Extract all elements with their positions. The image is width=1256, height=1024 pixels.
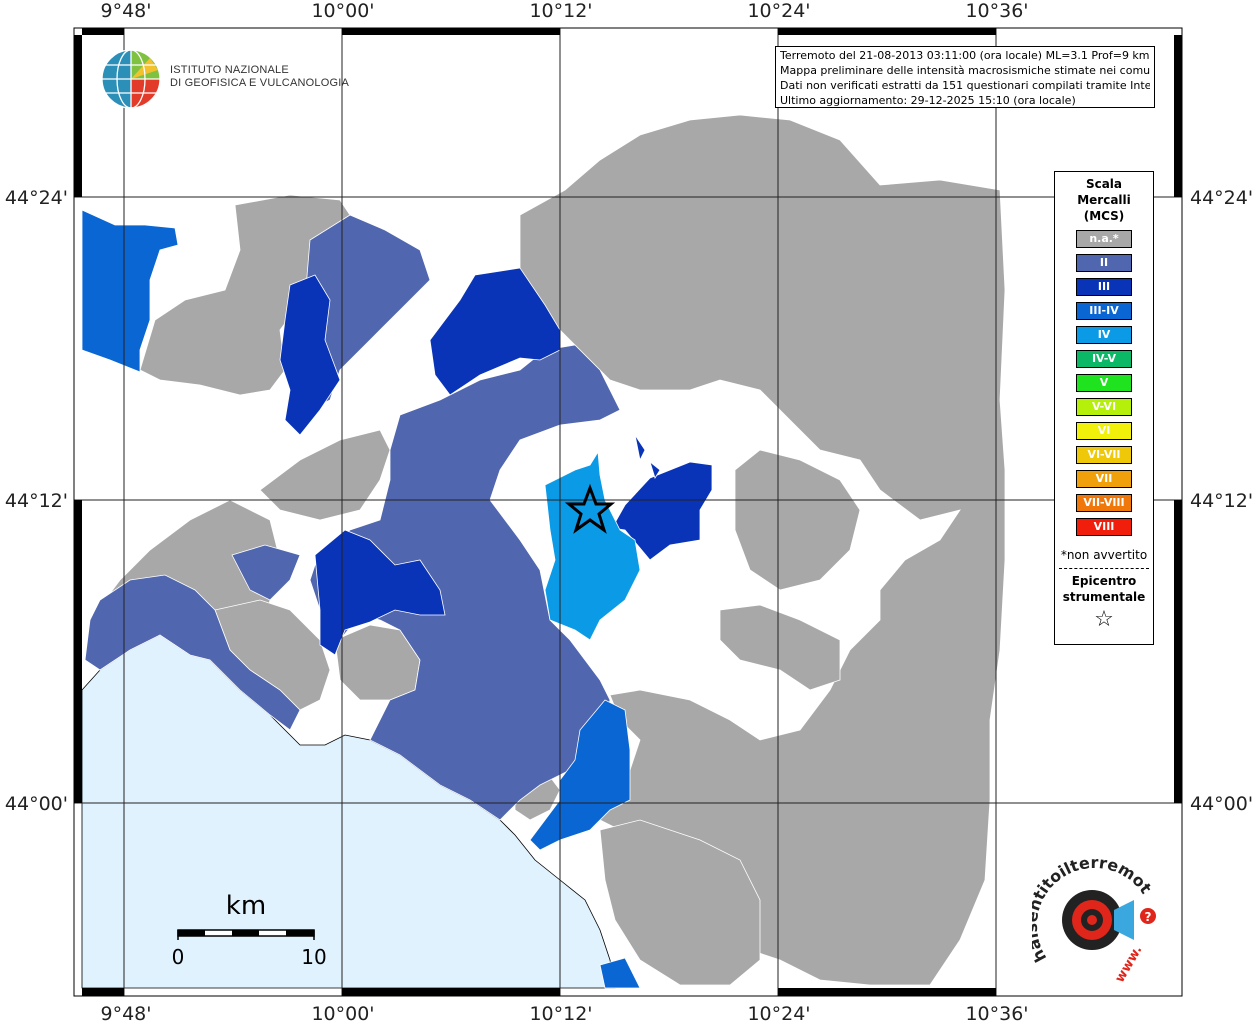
intensity-legend: Scala Mercalli (MCS) n.a.* II III III-IV IV I… <box>1054 171 1154 645</box>
legend-swatch: VIII <box>1076 518 1132 536</box>
tick-lon-bottom-4: 10°24' <box>747 1003 810 1024</box>
event-info-line4: Ultimo aggiornamento: 29-12-2025 15:10 (… <box>780 94 1076 107</box>
tick-lat-left-3: 44°00' <box>5 793 68 815</box>
graticule <box>74 28 1182 996</box>
region-iii-iv <box>81 209 641 989</box>
tick-lat-right-2: 44°12' <box>1190 490 1253 512</box>
legend-title-line3: (MCS) <box>1083 209 1125 223</box>
tick-lon-bottom-2: 10°00' <box>311 1003 374 1024</box>
map-frame <box>73 27 1183 997</box>
legend-swatch: III <box>1076 278 1132 296</box>
scale-segment-5 <box>286 930 314 936</box>
ingv-globe-logo <box>101 49 161 109</box>
legend-epicenter-line2: strumentale <box>1062 590 1146 604</box>
tick-lon-bottom-5: 10°36' <box>965 1003 1028 1024</box>
legend-note: *non avvertito <box>1060 548 1148 562</box>
legend-epicenter-label: Epicentro strumentale <box>1055 573 1153 605</box>
tick-lon-bottom-3: 10°12' <box>529 1003 592 1024</box>
scale-title: km <box>226 891 266 921</box>
haisentito-target-center <box>1087 915 1097 925</box>
epicenter-star-icon <box>564 483 616 534</box>
ingv-name: ISTITUTO NAZIONALE DI GEOFISICA E VULCAN… <box>170 64 349 90</box>
legend-title: Scala Mercalli (MCS) <box>1055 176 1153 224</box>
scale-bar: km 0 10 <box>172 891 327 969</box>
legend-swatches: n.a.* II III III-IV IV IV-V V V-VI VI VI-VII VII VI… <box>1055 230 1153 536</box>
tick-lon-top-2: 10°00' <box>311 0 374 22</box>
megaphone-icon <box>1114 900 1134 940</box>
legend-star-icon: ☆ <box>1094 607 1114 632</box>
scale-segment-1 <box>178 930 205 936</box>
haisentito-logo: haisentitoilterremoto.it ? www. <box>1032 858 1156 985</box>
tick-lon-bottom-1: 9°48' <box>101 1003 152 1024</box>
question-badge-icon <box>1140 908 1156 924</box>
legend-title-line1: Scala <box>1085 177 1123 191</box>
legend-swatch: VI-VII <box>1076 446 1132 464</box>
legend-swatch: VII <box>1076 470 1132 488</box>
scale-max-label: 10 <box>301 945 326 969</box>
scale-segment-3 <box>232 930 259 936</box>
legend-swatch: V-VI <box>1076 398 1132 416</box>
event-info-line3: Dati non verificati estratti da 151 ques… <box>780 79 1150 92</box>
legend-swatch: VII-VIII <box>1076 494 1132 512</box>
legend-swatch: VI <box>1076 422 1132 440</box>
svg-text:?: ? <box>1145 910 1152 924</box>
region-iv <box>544 450 641 641</box>
legend-epicenter-line1: Epicentro <box>1071 574 1137 588</box>
ingv-name-line1: ISTITUTO NAZIONALE <box>170 64 289 76</box>
haisentito-www: www. <box>1112 943 1145 985</box>
tick-lat-left-2: 44°12' <box>5 490 68 512</box>
tick-lat-right-1: 44°24' <box>1190 187 1253 209</box>
legend-title-line2: Mercalli <box>1077 193 1131 207</box>
tick-lon-top-1: 9°48' <box>101 0 152 22</box>
legend-swatch: III-IV <box>1076 302 1132 320</box>
region-na <box>89 114 1006 986</box>
legend-swatch: IV-V <box>1076 350 1132 368</box>
tick-lat-right-3: 44°00' <box>1190 793 1253 815</box>
event-info-line1: Terremoto del 21-08-2013 03:11:00 (ora l… <box>780 49 1150 62</box>
region-iii <box>279 267 713 656</box>
event-info-box: Terremoto del 21-08-2013 03:11:00 (ora l… <box>775 46 1155 108</box>
legend-separator <box>1059 568 1149 569</box>
scale-min-label: 0 <box>172 945 185 969</box>
tick-lat-left-1: 44°24' <box>5 187 68 209</box>
legend-swatch: IV <box>1076 326 1132 344</box>
legend-swatch: V <box>1076 374 1132 392</box>
tick-lon-top-5: 10°36' <box>965 0 1028 22</box>
legend-swatch: II <box>1076 254 1132 272</box>
tick-lon-top-4: 10°24' <box>747 0 810 22</box>
legend-swatch: n.a.* <box>1076 230 1132 248</box>
ingv-name-line2: DI GEOFISICA E VULCANOLOGIA <box>170 77 349 89</box>
tick-lon-top-3: 10°12' <box>529 0 592 22</box>
event-info-line2: Mappa preliminare delle intensità macros… <box>780 64 1150 77</box>
